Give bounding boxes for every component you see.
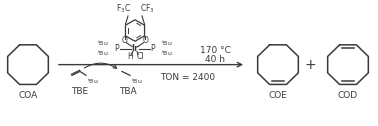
Text: COD: COD [338, 91, 358, 100]
Text: TON = 2400: TON = 2400 [160, 73, 215, 82]
Text: 40 h: 40 h [205, 55, 225, 64]
Text: COE: COE [268, 91, 287, 100]
Text: Cl: Cl [136, 52, 144, 61]
Text: TBE: TBE [71, 87, 88, 96]
Text: TBA: TBA [119, 87, 137, 96]
Text: $^t$Bu: $^t$Bu [98, 39, 109, 48]
Text: $^t$Bu: $^t$Bu [131, 77, 143, 86]
Text: $\mathsf{CF_3}$: $\mathsf{CF_3}$ [139, 2, 154, 15]
Text: $\mathsf{F_3C}$: $\mathsf{F_3C}$ [116, 2, 130, 15]
Text: $^t$Bu: $^t$Bu [161, 49, 173, 58]
FancyArrowPatch shape [84, 63, 117, 68]
Text: $^t$Bu: $^t$Bu [98, 49, 109, 58]
Text: +: + [304, 58, 316, 72]
Text: H: H [127, 52, 133, 61]
Text: O: O [122, 36, 127, 45]
Text: P: P [115, 44, 119, 53]
Text: P: P [151, 44, 155, 53]
Text: O: O [143, 36, 149, 45]
Text: $^t$Bu: $^t$Bu [87, 77, 99, 86]
Text: Ir: Ir [132, 44, 139, 53]
Text: 170 °C: 170 °C [200, 45, 231, 55]
Text: COA: COA [19, 91, 38, 100]
Text: $^t$Bu: $^t$Bu [161, 39, 173, 48]
